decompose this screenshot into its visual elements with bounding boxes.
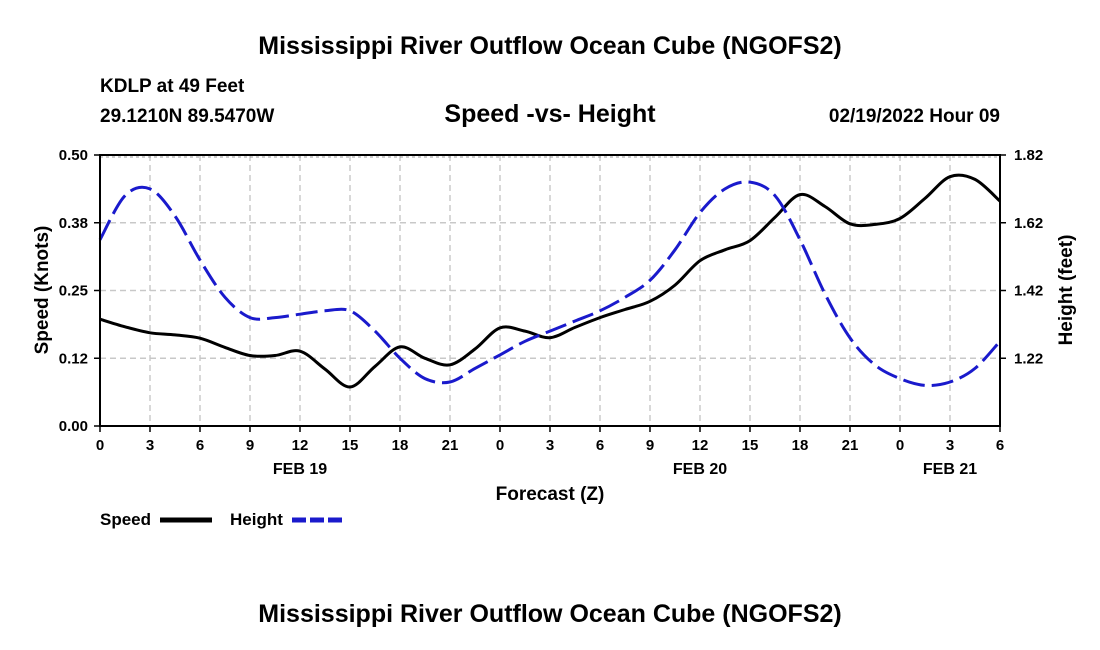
x-tick-label: 3 — [146, 437, 154, 454]
x-tick-label: 3 — [946, 437, 954, 454]
date-label: FEB 21 — [923, 461, 977, 478]
series-layer — [98, 173, 1002, 389]
y2-tick-label: 1.22 — [1014, 350, 1043, 367]
y2-tick-label: 1.42 — [1014, 283, 1043, 300]
date-label: FEB 19 — [273, 461, 327, 478]
y-tick-label: 0.25 — [59, 283, 88, 300]
x-tick-label: 18 — [792, 437, 809, 454]
x-tick-label: 6 — [996, 437, 1004, 454]
axes: 0 3 6 9 12 15 18 21 0 3 6 9 12 15 18 21 0 3 6 FEB 19 FEB 20 F… — [59, 147, 1043, 478]
x-tick-label: 12 — [292, 437, 309, 454]
x-tick-label: 9 — [646, 437, 654, 454]
x-tick-label: 6 — [596, 437, 604, 454]
y2-tick-label: 1.82 — [1014, 147, 1043, 164]
datetime-label: 02/19/2022 Hour 09 — [828, 106, 1000, 127]
x-tick-label: 0 — [896, 437, 904, 454]
page-title: Mississippi River Outflow Ocean Cube (NG… — [258, 32, 842, 60]
legend: Speed Height — [100, 510, 344, 529]
date-label: FEB 20 — [673, 461, 727, 478]
y-tick-label: 0.38 — [59, 215, 88, 232]
x-tick-label: 12 — [692, 437, 709, 454]
x-tick-label: 9 — [246, 437, 254, 454]
x-tick-label: 0 — [496, 437, 504, 454]
legend-speed-label: Speed — [100, 510, 151, 529]
x-tick-label: 21 — [842, 437, 859, 454]
x-tick-label: 15 — [342, 437, 359, 454]
x-tick-label: 21 — [442, 437, 459, 454]
coordinates-label: 29.1210N 89.5470W — [100, 106, 275, 127]
x-tick-label: 18 — [392, 437, 409, 454]
x-tick-label: 0 — [96, 437, 104, 454]
x-axis-label: Forecast (Z) — [496, 484, 605, 505]
series-line-speed — [99, 173, 1002, 389]
y-tick-label: 0.00 — [59, 418, 88, 435]
chart-title: Speed -vs- Height — [444, 100, 656, 128]
y-tick-label: 0.50 — [59, 147, 88, 164]
y-tick-label: 0.12 — [59, 350, 88, 367]
grid — [100, 154, 1000, 426]
y-axis-label: Speed (Knots) — [32, 226, 53, 355]
x-tick-label: 3 — [546, 437, 554, 454]
station-label: KDLP at 49 Feet — [100, 76, 245, 97]
series-line-height — [98, 180, 1002, 388]
y2-axis-label: Height (feet) — [1056, 235, 1077, 346]
page-title-repeat: Mississippi River Outflow Ocean Cube (NG… — [258, 600, 842, 628]
legend-height-label: Height — [230, 510, 283, 529]
y2-tick-label: 1.62 — [1014, 215, 1043, 232]
x-tick-label: 6 — [196, 437, 204, 454]
x-tick-label: 15 — [742, 437, 759, 454]
